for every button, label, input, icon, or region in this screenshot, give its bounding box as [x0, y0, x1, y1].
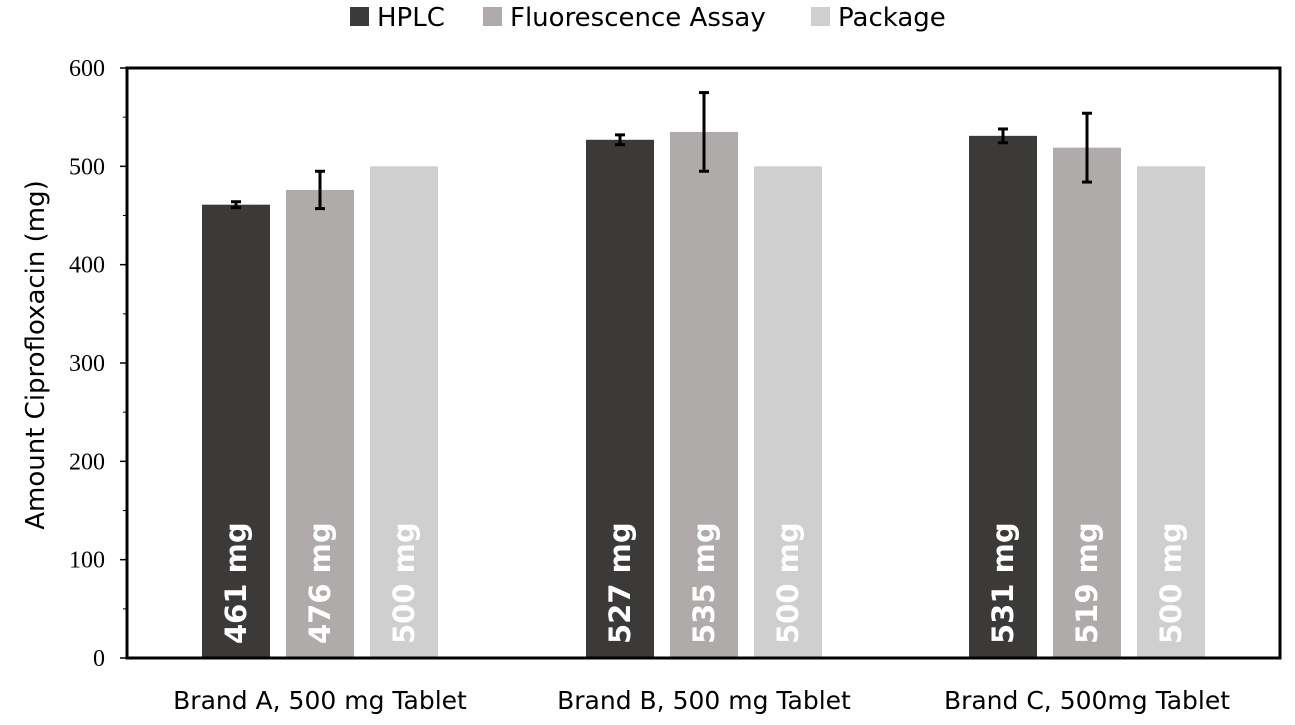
error-bar	[1082, 111, 1092, 184]
data-label: 500 mg	[1154, 522, 1188, 644]
bar-hplc	[969, 135, 1037, 659]
plot-frame	[125, 66, 1282, 660]
legend-swatch	[350, 7, 369, 26]
y-tick-label: 500	[69, 154, 105, 180]
legend-item-fluorescence-assay: Fluorescence Assay	[483, 3, 766, 33]
legend-label: Package	[838, 3, 946, 33]
error-bar	[315, 169, 325, 211]
legend-swatch	[811, 7, 830, 26]
bar-package	[370, 166, 438, 659]
data-label: 500 mg	[387, 522, 421, 644]
bar-hplc	[586, 139, 654, 659]
y-axis: 0 100 200 300 400 500 600	[69, 56, 127, 672]
y-tick-label: 300	[69, 351, 105, 377]
y-tick-label: 400	[69, 253, 105, 279]
legend-item-hplc: HPLC	[350, 3, 445, 33]
error-bar	[231, 200, 241, 210]
data-label: 461 mg	[219, 522, 253, 644]
legend-item-package: Package	[811, 3, 946, 33]
y-tick-label: 200	[69, 449, 105, 475]
x-category-label: Brand B, 500 mg Tablet	[557, 686, 851, 715]
data-label: 519 mg	[1070, 522, 1104, 644]
bar-fluorescence-assay	[670, 131, 738, 658]
data-label: 531 mg	[986, 522, 1020, 644]
bar-group: 461 mg 476 mg 500 mg	[202, 166, 438, 659]
data-label: 500 mg	[771, 522, 805, 644]
bar-package	[1137, 166, 1205, 659]
legend-swatch	[483, 7, 502, 26]
y-tick-label: 0	[93, 646, 105, 672]
y-tick-label: 600	[69, 56, 105, 82]
bar-fluorescence-assay	[1053, 147, 1121, 658]
bar-group: 527 mg 535 mg 500 mg	[586, 91, 822, 659]
error-bar	[699, 91, 709, 173]
x-category-label: Brand C, 500mg Tablet	[944, 686, 1230, 715]
legend-label: HPLC	[377, 3, 445, 33]
y-axis-title: Amount Ciprofloxacin (mg)	[21, 180, 51, 530]
bar-group: 531 mg 519 mg 500 mg	[969, 111, 1205, 659]
data-label: 527 mg	[603, 522, 637, 644]
legend: HPLC Fluorescence Assay Package	[350, 3, 946, 33]
bar-package	[754, 166, 822, 659]
data-label: 535 mg	[687, 522, 721, 644]
bar-fluorescence-assay	[286, 189, 354, 658]
legend-label: Fluorescence Assay	[510, 3, 766, 33]
x-axis: Brand A, 500 mg Tablet Brand B, 500 mg Ta…	[173, 686, 1230, 715]
bars: 461 mg 476 mg 500 mg 527 mg 535 mg 500 mg 531 …	[202, 91, 1205, 659]
bar-hplc	[202, 204, 270, 658]
error-bar	[615, 133, 625, 147]
x-category-label: Brand A, 500 mg Tablet	[173, 686, 467, 715]
y-tick-label: 100	[69, 548, 105, 574]
data-label: 476 mg	[303, 522, 337, 644]
error-bar	[998, 127, 1008, 145]
